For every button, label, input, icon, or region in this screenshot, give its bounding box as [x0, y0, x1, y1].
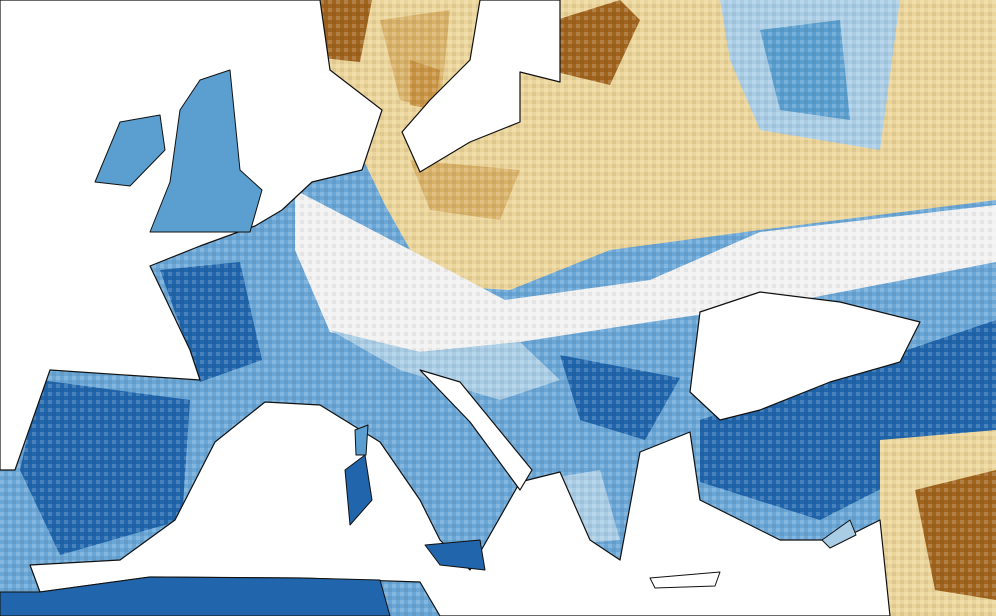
- mediterranean: [29, 401, 891, 616]
- cyprus: [821, 519, 857, 549]
- sardinia: [344, 454, 373, 526]
- ireland: [94, 114, 166, 187]
- adriatic: [419, 369, 533, 491]
- north-africa: [0, 576, 391, 616]
- corsica: [354, 424, 369, 456]
- black-sea: [689, 291, 921, 421]
- islands: [0, 69, 857, 616]
- crete: [649, 571, 721, 589]
- baltic: [401, 0, 561, 173]
- sicily: [424, 539, 486, 571]
- atlantic: [0, 0, 383, 471]
- seas: [0, 0, 921, 616]
- great-britain: [149, 69, 263, 233]
